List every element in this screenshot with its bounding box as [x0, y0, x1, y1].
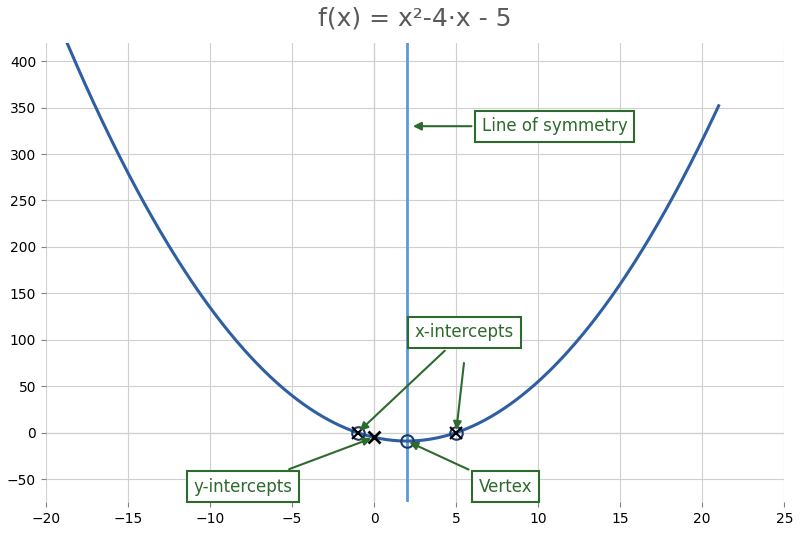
- Title: f(x) = x²-4·x - 5: f(x) = x²-4·x - 5: [318, 7, 512, 31]
- Text: x-intercepts: x-intercepts: [362, 324, 514, 429]
- Text: y-intercepts: y-intercepts: [194, 438, 370, 496]
- Text: Line of symmetry: Line of symmetry: [415, 117, 627, 135]
- Text: Vertex: Vertex: [411, 443, 532, 496]
